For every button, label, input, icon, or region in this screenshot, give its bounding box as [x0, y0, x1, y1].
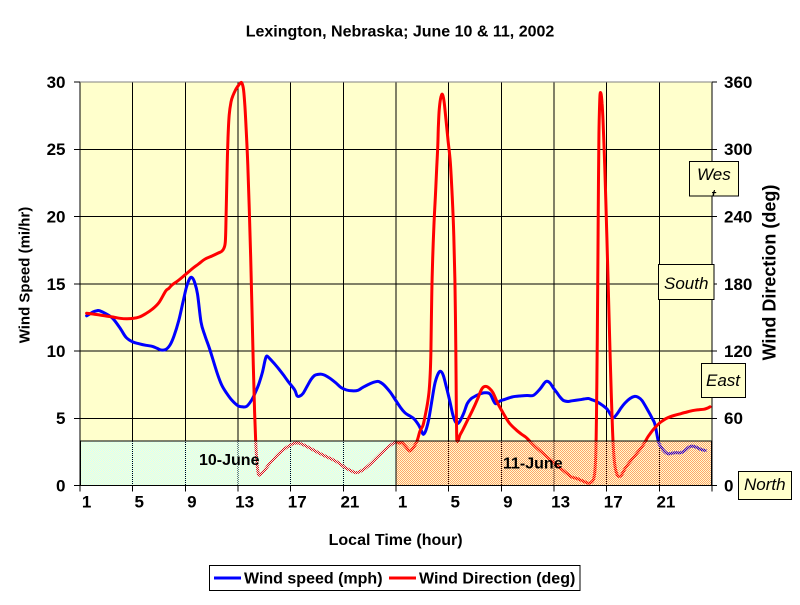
svg-text:East: East — [706, 371, 741, 390]
svg-text:240: 240 — [724, 208, 752, 227]
svg-text:Wind Direction (deg): Wind Direction (deg) — [419, 571, 575, 588]
svg-text:0: 0 — [56, 477, 65, 496]
svg-text:17: 17 — [604, 493, 623, 512]
svg-text:15: 15 — [47, 275, 66, 294]
svg-text:21: 21 — [340, 493, 359, 512]
svg-text:Wind Direction (deg): Wind Direction (deg) — [760, 185, 780, 361]
svg-text:10-June: 10-June — [199, 452, 260, 469]
svg-text:25: 25 — [47, 140, 66, 159]
svg-text:21: 21 — [656, 493, 675, 512]
svg-text:13: 13 — [235, 493, 254, 512]
svg-text:1: 1 — [398, 493, 407, 512]
svg-text:1: 1 — [82, 493, 91, 512]
svg-text:20: 20 — [47, 208, 66, 227]
svg-text:Wes: Wes — [697, 165, 731, 184]
svg-text:5: 5 — [56, 409, 65, 428]
svg-text:17: 17 — [288, 493, 307, 512]
svg-text:10: 10 — [47, 342, 66, 361]
svg-text:11-June: 11-June — [503, 456, 563, 473]
svg-text:9: 9 — [187, 493, 196, 512]
svg-text:180: 180 — [724, 275, 752, 294]
svg-text:13: 13 — [551, 493, 570, 512]
svg-text:9: 9 — [503, 493, 512, 512]
svg-text:5: 5 — [450, 493, 459, 512]
svg-text:North: North — [744, 475, 786, 494]
svg-text:0: 0 — [724, 477, 733, 496]
svg-text:5: 5 — [134, 493, 143, 512]
svg-text:30: 30 — [47, 73, 66, 92]
svg-text:120: 120 — [724, 342, 752, 361]
svg-text:South: South — [664, 274, 708, 293]
svg-text:300: 300 — [724, 140, 752, 159]
svg-text:60: 60 — [724, 409, 743, 428]
svg-text:Wind speed (mph): Wind speed (mph) — [244, 571, 383, 588]
svg-text:Lexington, Nebraska; June 10 &: Lexington, Nebraska; June 10 & 11, 2002 — [246, 24, 555, 41]
svg-text:Wind Speed (mi/hr): Wind Speed (mi/hr) — [17, 207, 34, 344]
svg-text:t: t — [711, 186, 717, 205]
svg-text:360: 360 — [724, 73, 752, 92]
svg-text:Local Time (hour): Local Time (hour) — [329, 532, 463, 549]
